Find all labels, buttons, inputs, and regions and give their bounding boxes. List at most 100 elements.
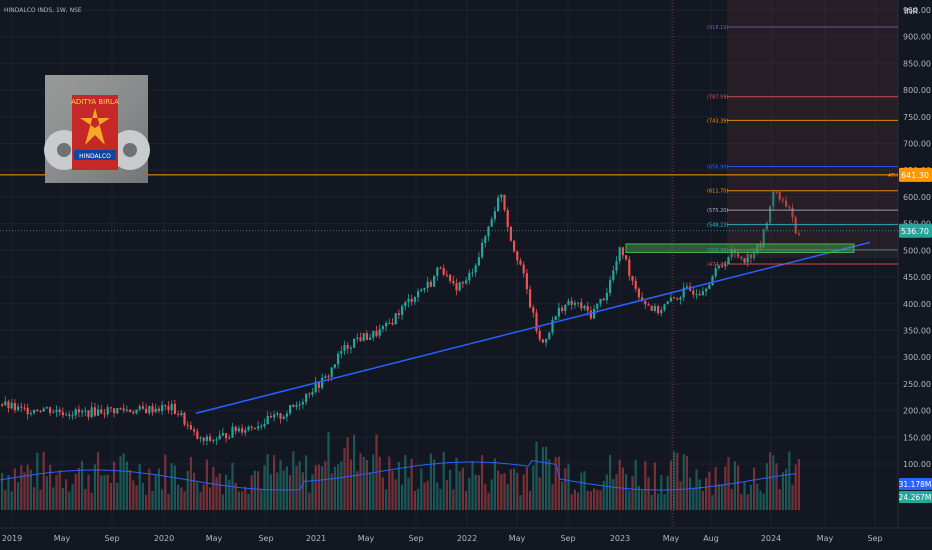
volume-bar — [311, 473, 314, 510]
y-tick-label: 600.00 — [903, 193, 931, 202]
candle-body — [337, 353, 340, 365]
candle-body — [314, 381, 317, 392]
candle-body — [442, 268, 445, 275]
volume-bar — [365, 460, 368, 510]
volume-bar — [775, 463, 778, 510]
candle-body — [324, 376, 327, 378]
volume-bar — [727, 457, 730, 510]
candle-body — [602, 298, 605, 301]
volume-bar — [93, 464, 96, 510]
volume-bar — [615, 474, 618, 510]
candle-body — [481, 242, 484, 258]
volume-bar — [769, 452, 772, 510]
volume-bar — [423, 482, 426, 510]
volume-bar — [657, 493, 660, 510]
logo-brand-top: ADITYA BIRLA — [71, 98, 119, 106]
volume-bar — [753, 467, 756, 510]
candle-body — [257, 426, 260, 429]
volume-bar — [161, 489, 164, 510]
volume-bar — [81, 460, 84, 510]
volume-bar — [525, 467, 528, 510]
volume-bar — [7, 475, 10, 510]
x-tick-label: May — [509, 534, 526, 543]
candle-body — [33, 410, 36, 413]
candle-body — [634, 280, 637, 289]
candle-body — [90, 407, 93, 418]
candle-body — [141, 406, 144, 409]
volume-bar — [452, 489, 455, 510]
y-tick-label: 400.00 — [903, 300, 931, 309]
volume-bar — [420, 468, 423, 510]
volume-bar — [391, 470, 394, 510]
candle-body — [458, 282, 461, 291]
volume-bar — [119, 456, 122, 510]
volume-bar — [148, 468, 151, 510]
candle-body — [26, 407, 29, 415]
candle-body — [260, 426, 263, 428]
volume-bar — [449, 469, 452, 510]
volume-bar — [724, 466, 727, 510]
candle-body — [500, 194, 503, 198]
candle-body — [282, 416, 285, 419]
volume-bar — [497, 470, 500, 510]
y-tick-label: 950.00 — [903, 6, 931, 15]
volume-bar — [493, 458, 496, 510]
volume-bar — [663, 494, 666, 510]
volume-bar — [413, 491, 416, 510]
candle-body — [589, 310, 592, 319]
candle-body — [295, 405, 298, 407]
volume-bar — [797, 459, 800, 510]
candle-body — [253, 427, 256, 429]
volume-bar — [791, 484, 794, 510]
candle-body — [237, 428, 240, 432]
candle-body — [84, 410, 87, 412]
volume-bar — [356, 471, 359, 510]
volume-bar — [781, 472, 784, 510]
volume-bar — [20, 465, 23, 510]
candle-body — [477, 257, 480, 266]
candle-body — [231, 426, 234, 438]
x-tick-label: Sep — [560, 534, 575, 543]
volume-bar — [26, 464, 29, 510]
candle-body — [663, 304, 666, 311]
volume-bar — [567, 464, 570, 510]
volume-bar — [644, 460, 647, 510]
volume-bar — [324, 460, 327, 510]
candle-body — [692, 290, 695, 295]
volume-bar — [154, 474, 157, 510]
price-axis[interactable]: 950.00900.00850.00800.00750.00700.00650.… — [899, 6, 932, 503]
candle-body — [61, 412, 64, 416]
volume-bar — [653, 462, 656, 510]
volume-bar — [778, 489, 781, 510]
candle-body — [637, 288, 640, 298]
time-axis[interactable]: 2019 May Sep 2020 May Sep 2021 May Sep 2022 May Sep… — [2, 534, 883, 543]
candle-body — [772, 191, 775, 207]
volume-bar — [109, 483, 112, 510]
volume-bar — [17, 482, 20, 510]
volume-bar — [557, 456, 560, 510]
volume-bar — [4, 489, 7, 510]
volume-bar — [74, 473, 77, 510]
volume-bar — [429, 453, 432, 510]
candle-body — [10, 402, 13, 409]
volume-bar — [359, 453, 362, 510]
candle-body — [228, 437, 231, 439]
candle-body — [23, 407, 26, 409]
candle-body — [106, 407, 109, 415]
volume-bar — [788, 451, 791, 510]
candle-body — [673, 297, 676, 299]
volume-bar — [250, 475, 253, 510]
volume-bar — [554, 457, 557, 510]
candle-body — [52, 411, 55, 413]
y-tick-label: 900.00 — [903, 33, 931, 42]
y-tick-label: 750.00 — [903, 113, 931, 122]
volume-bar — [445, 479, 448, 510]
candle-body — [493, 211, 496, 220]
volume-bar — [157, 468, 160, 510]
volume-bar — [13, 468, 16, 510]
volume-bar — [116, 482, 119, 510]
candle-body — [388, 323, 391, 325]
candle-body — [77, 409, 80, 413]
